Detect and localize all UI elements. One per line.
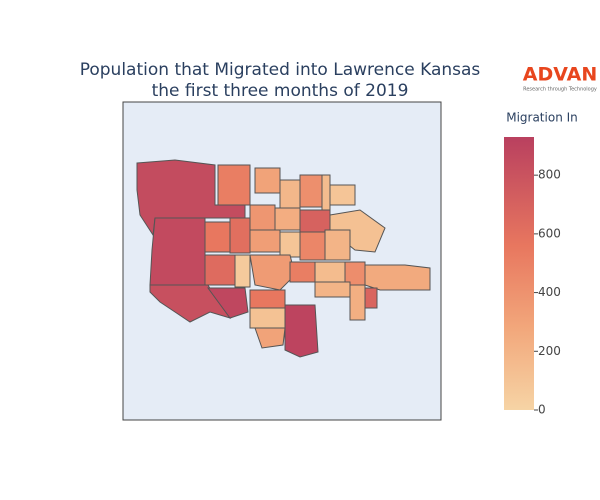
colorbar-tick-label: 200 [538, 344, 561, 358]
map-title: Population that Migrated into Lawrence K… [80, 60, 481, 80]
colorbar-title: Migration In [506, 111, 578, 125]
region [204, 254, 236, 286]
colorbar-tick-label: 600 [538, 226, 561, 240]
region [249, 229, 281, 253]
colorbar-tick-label: 800 [538, 168, 561, 182]
region [364, 287, 378, 309]
region [324, 229, 351, 261]
region [299, 209, 331, 233]
region [234, 254, 251, 288]
colorbar-scale [504, 137, 534, 410]
region [249, 289, 286, 309]
region [249, 254, 296, 291]
region [204, 221, 231, 253]
region [229, 217, 251, 254]
region [217, 164, 251, 206]
region [289, 261, 316, 283]
region [299, 231, 326, 261]
region [274, 207, 301, 231]
region [149, 217, 206, 286]
region [254, 327, 286, 349]
map-title: the first three months of 2019 [152, 81, 409, 101]
colorbar: 0 200 400 600 800 [504, 137, 561, 417]
colorbar-tick-label: 400 [538, 285, 561, 299]
region [249, 204, 276, 231]
logo: ADVAN [523, 64, 598, 86]
region [321, 174, 331, 216]
region [284, 304, 319, 358]
region [249, 307, 286, 329]
logo-tagline: Research through Technology [523, 87, 597, 93]
region [299, 174, 323, 208]
region [279, 179, 301, 209]
region [329, 184, 356, 206]
region [314, 281, 351, 298]
region [279, 231, 301, 258]
regions [136, 159, 431, 358]
region [207, 287, 249, 319]
region [314, 261, 346, 283]
colorbar-tick-label: 0 [538, 403, 546, 417]
region [364, 264, 431, 291]
region [349, 284, 366, 321]
region [254, 167, 281, 194]
